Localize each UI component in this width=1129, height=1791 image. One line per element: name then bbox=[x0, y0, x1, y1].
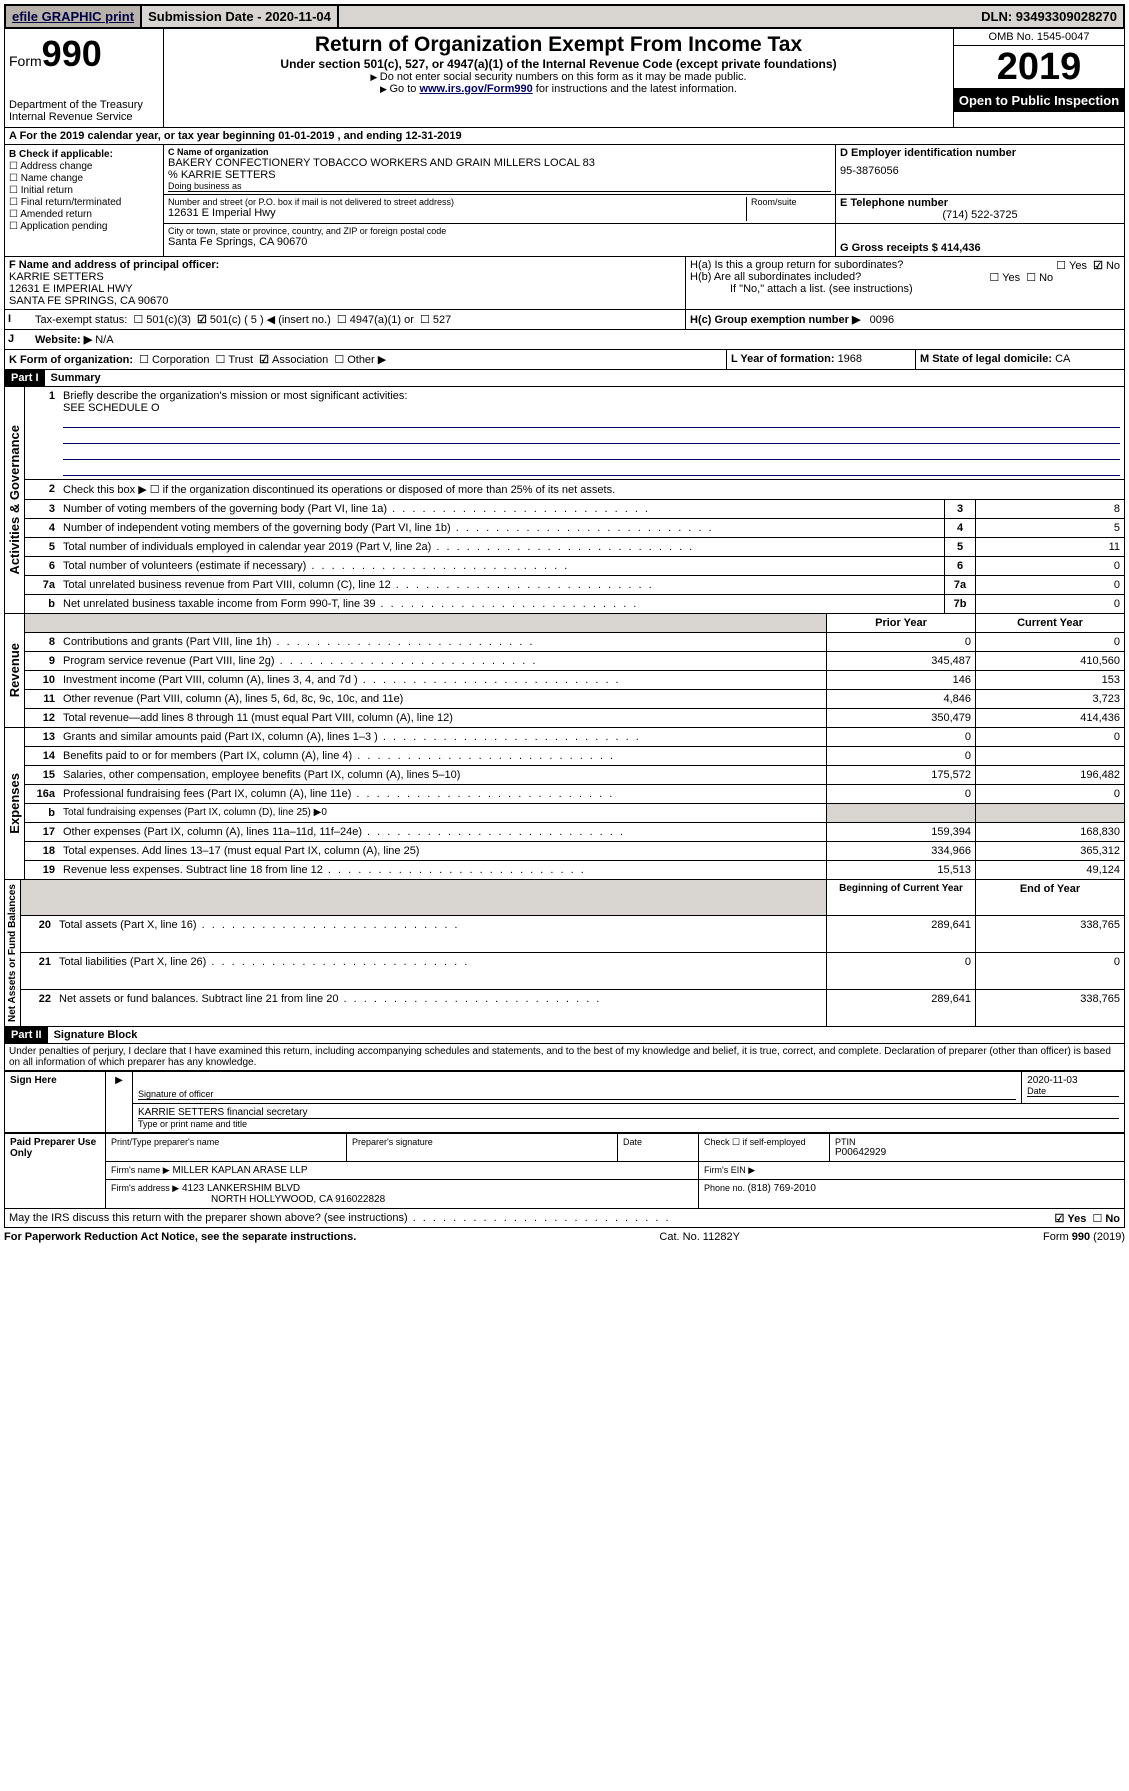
ha-no[interactable] bbox=[1090, 260, 1106, 272]
revenue-table: Prior YearCurrent Year 8Contributions an… bbox=[24, 614, 1125, 728]
ein-value: 95-3876056 bbox=[840, 165, 1120, 177]
v5: 11 bbox=[976, 538, 1125, 557]
k-assoc[interactable] bbox=[256, 354, 272, 366]
ein-label: D Employer identification number bbox=[840, 147, 1120, 159]
hb-yes[interactable] bbox=[986, 272, 1002, 284]
i-501c[interactable] bbox=[194, 314, 210, 326]
org-name: BAKERY CONFECTIONERY TOBACCO WORKERS AND… bbox=[168, 157, 831, 169]
box-b: B Check if applicable: Address change Na… bbox=[5, 145, 164, 256]
phone-value: (714) 522-3725 bbox=[840, 209, 1120, 221]
top-bar: efile GRAPHIC print Submission Date - 20… bbox=[4, 4, 1125, 29]
entity-grid: B Check if applicable: Address change Na… bbox=[4, 145, 1125, 257]
discuss-row: May the IRS discuss this return with the… bbox=[4, 1209, 1125, 1228]
submission-date: Submission Date - 2020-11-04 bbox=[142, 6, 339, 27]
form-header: Form990 Department of the Treasury Inter… bbox=[4, 29, 1125, 128]
v7b: 0 bbox=[976, 595, 1125, 614]
gross-receipts: G Gross receipts $ 414,436 bbox=[840, 242, 981, 254]
form990-link[interactable]: www.irs.gov/Form990 bbox=[419, 83, 532, 95]
v7a: 0 bbox=[976, 576, 1125, 595]
netassets-table: Beginning of Current YearEnd of Year 20T… bbox=[20, 880, 1125, 1027]
ha-yes[interactable] bbox=[1053, 260, 1069, 272]
irs: Internal Revenue Service bbox=[9, 111, 159, 123]
form-title: Return of Organization Exempt From Incom… bbox=[168, 33, 949, 57]
governance-table: 1 Briefly describe the organization's mi… bbox=[24, 387, 1125, 614]
chk-address-change[interactable]: Address change bbox=[9, 161, 159, 172]
efile-link[interactable]: efile GRAPHIC print bbox=[6, 6, 142, 27]
hb-no[interactable] bbox=[1023, 272, 1039, 284]
box-m: M State of legal domicile: CA bbox=[916, 350, 1124, 369]
i-501c3[interactable] bbox=[130, 314, 146, 326]
tax-year: 2019 bbox=[954, 46, 1124, 89]
sign-here-block: Sign Here ▶ Signature of officer 2020-11… bbox=[4, 1071, 1125, 1133]
chk-amended[interactable]: Amended return bbox=[9, 209, 159, 220]
addr-label: Number and street (or P.O. box if mail i… bbox=[168, 197, 746, 207]
v6: 0 bbox=[976, 557, 1125, 576]
officer-name: KARRIE SETTERS bbox=[9, 271, 681, 283]
city-label: City or town, state or province, country… bbox=[168, 226, 831, 236]
side-revenue: Revenue bbox=[5, 639, 24, 701]
h-c: H(c) Group exemption number ▶ 0096 bbox=[686, 310, 1124, 329]
h-b2: If "No," attach a list. (see instruction… bbox=[690, 283, 1120, 295]
chk-final-return[interactable]: Final return/terminated bbox=[9, 197, 159, 208]
dept-treasury: Department of the Treasury bbox=[9, 99, 159, 111]
expenses-table: 13Grants and similar amounts paid (Part … bbox=[24, 728, 1125, 880]
dba-label: Doing business as bbox=[168, 181, 831, 192]
discuss-no[interactable] bbox=[1089, 1213, 1105, 1225]
h-a: H(a) Is this a group return for subordin… bbox=[690, 259, 1120, 271]
officer-label: F Name and address of principal officer: bbox=[9, 259, 681, 271]
line2: Check this box ▶ ☐ if the organization d… bbox=[59, 480, 1125, 500]
paid-preparer-block: Paid Preparer Use Only Print/Type prepar… bbox=[4, 1133, 1125, 1209]
k-corp[interactable] bbox=[136, 354, 152, 366]
fh-row: F Name and address of principal officer:… bbox=[4, 257, 1125, 310]
open-public: Open to Public Inspection bbox=[954, 89, 1124, 112]
chk-name-change[interactable]: Name change bbox=[9, 173, 159, 184]
officer-sign-name: KARRIE SETTERS financial secretary bbox=[138, 1107, 1119, 1119]
side-netassets: Net Assets or Fund Balances bbox=[5, 880, 20, 1026]
j-row: J Website: ▶ N/A bbox=[4, 330, 1125, 350]
line1-label: Briefly describe the organization's miss… bbox=[63, 390, 407, 402]
side-expenses: Expenses bbox=[5, 769, 24, 838]
part2-header: Part II Signature Block bbox=[4, 1027, 1125, 1044]
i-row: I Tax-exempt status: 501(c)(3) 501(c) ( … bbox=[4, 310, 1125, 330]
city-value: Santa Fe Springs, CA 90670 bbox=[168, 236, 831, 248]
street-address: 12631 E Imperial Hwy bbox=[168, 207, 746, 219]
i-527[interactable] bbox=[417, 314, 433, 326]
officer-addr1: 12631 E IMPERIAL HWY bbox=[9, 283, 681, 295]
form-sub3: Go to www.irs.gov/Form990 for instructio… bbox=[168, 83, 949, 95]
org-name-label: C Name of organization bbox=[168, 147, 831, 157]
omb-no: OMB No. 1545-0047 bbox=[954, 29, 1124, 46]
form-sub1: Under section 501(c), 527, or 4947(a)(1)… bbox=[168, 57, 949, 71]
klm-row: K Form of organization: Corporation Trus… bbox=[4, 350, 1125, 370]
section-a: A For the 2019 calendar year, or tax yea… bbox=[4, 128, 1125, 145]
form-number: Form990 bbox=[9, 33, 159, 75]
i-4947[interactable] bbox=[334, 314, 350, 326]
discuss-yes[interactable] bbox=[1052, 1213, 1068, 1225]
perjury-text: Under penalties of perjury, I declare th… bbox=[4, 1044, 1125, 1071]
part1-header: Part I Summary bbox=[4, 370, 1125, 387]
care-of: % KARRIE SETTERS bbox=[168, 169, 831, 181]
line1-value: SEE SCHEDULE O bbox=[63, 402, 160, 414]
k-trust[interactable] bbox=[213, 354, 229, 366]
k-other[interactable] bbox=[331, 354, 347, 366]
phone-label: E Telephone number bbox=[840, 197, 1120, 209]
officer-addr2: SANTA FE SPRINGS, CA 90670 bbox=[9, 295, 681, 307]
v3: 8 bbox=[976, 500, 1125, 519]
page-footer: For Paperwork Reduction Act Notice, see … bbox=[4, 1228, 1125, 1246]
box-l: L Year of formation: 1968 bbox=[727, 350, 916, 369]
room-suite: Room/suite bbox=[746, 197, 831, 221]
chk-initial-return[interactable]: Initial return bbox=[9, 185, 159, 196]
dln: DLN: 93493309028270 bbox=[975, 6, 1123, 27]
v4: 5 bbox=[976, 519, 1125, 538]
h-b: H(b) Are all subordinates included? Yes … bbox=[690, 271, 1120, 283]
chk-app-pending[interactable]: Application pending bbox=[9, 221, 159, 232]
side-governance: Activities & Governance bbox=[5, 421, 24, 579]
form-sub2: Do not enter social security numbers on … bbox=[168, 71, 949, 83]
